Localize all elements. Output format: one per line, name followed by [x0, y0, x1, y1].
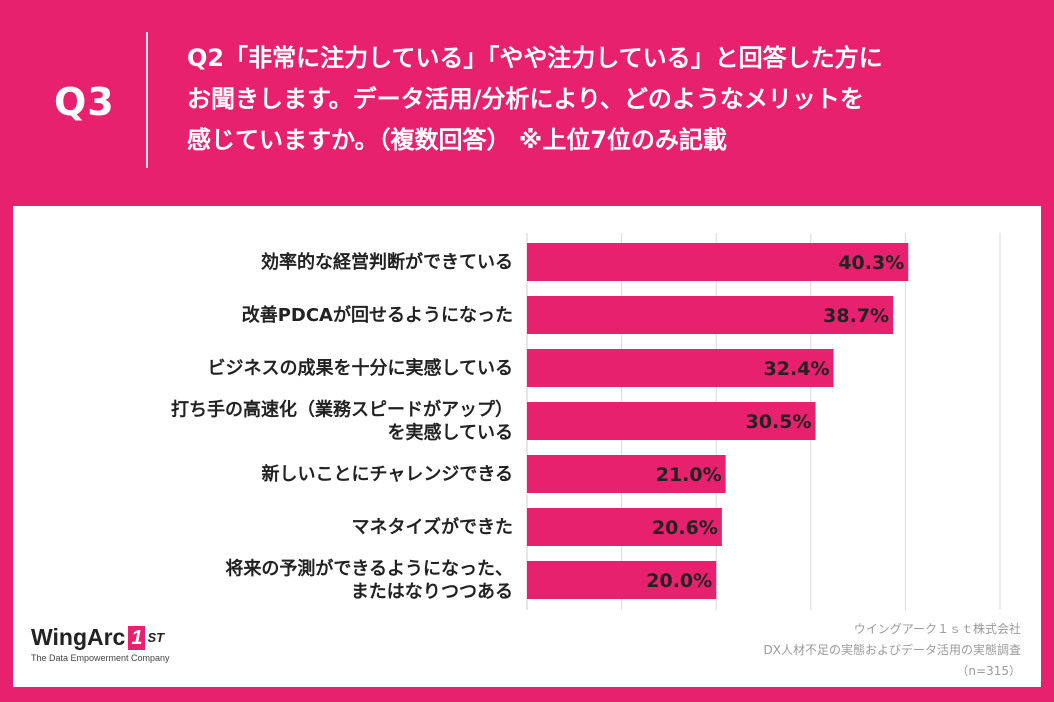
value-label: 20.0% [646, 570, 712, 592]
category-label: 新しいことにチャレンジできる [262, 463, 513, 485]
bar [527, 561, 717, 599]
logo-tagline: The Data Empowerment Company [31, 653, 170, 663]
source-line: DX人材不足の実態およびデータ活用の実態調査 [763, 643, 1021, 657]
value-label: 20.6% [652, 517, 718, 539]
logo-wordmark: WingArc 1 ST [31, 624, 170, 651]
category-label: ビジネスの成果を十分に実感している [208, 357, 513, 379]
category-label: を実感している [388, 422, 513, 444]
question-text: Q2「非常に注力している」「やや注力している」と回答した方に お聞きします。デー… [187, 38, 1037, 161]
category-label: 将来の予測ができるようになった、 [225, 558, 513, 580]
question-line: Q2「非常に注力している」「やや注力している」と回答した方に [187, 44, 883, 72]
company-logo: WingArc 1 ST The Data Empowerment Compan… [31, 624, 170, 663]
question-line: 感じていますか。（複数回答） ※上位7位のみ記載 [187, 126, 727, 154]
logo-badge: 1 [128, 625, 146, 650]
category-label: 効率的な経営判断ができている [261, 251, 513, 273]
chart-panel: 40.3% 効率的な経営判断ができている 38.7% 改善PDCAが回せるようになった… [13, 206, 1041, 687]
bar [527, 455, 726, 493]
header: Q3 Q2「非常に注力している」「やや注力している」と回答した方に お聞きします… [0, 0, 1054, 200]
category-label: 打ち手の高速化（業務スピードがアップ） [171, 399, 513, 421]
bar-chart: 40.3% 効率的な経営判断ができている 38.7% 改善PDCAが回せるようになった… [171, 233, 1001, 610]
question-line: お聞きします。データ活用/分析により、どのようなメリットを [187, 85, 864, 113]
logo-st: ST [147, 630, 165, 645]
category-label: またはなりつつある [351, 582, 513, 603]
source-line: （n=315） [956, 664, 1021, 678]
bar [527, 402, 816, 440]
source-line: ウイングアーク１ｓｔ株式会社 [853, 622, 1021, 636]
bar [527, 243, 909, 281]
bar [527, 296, 894, 334]
value-label: 21.0% [656, 464, 722, 486]
value-label: 38.7% [823, 305, 889, 327]
value-label: 32.4% [764, 358, 830, 380]
question-number: Q3 [54, 80, 115, 124]
value-label: 30.5% [746, 411, 812, 433]
category-label: 改善PDCAが回せるようになった [242, 304, 513, 326]
source-note: ウイングアーク１ｓｔ株式会社 DX人材不足の実態およびデータ活用の実態調査 （n… [764, 619, 1021, 682]
header-divider [146, 32, 148, 168]
bar [527, 508, 722, 546]
value-label: 40.3% [838, 252, 904, 274]
logo-text: WingArc [31, 624, 126, 650]
bar [527, 349, 834, 387]
category-label: マネタイズができた [352, 516, 513, 538]
